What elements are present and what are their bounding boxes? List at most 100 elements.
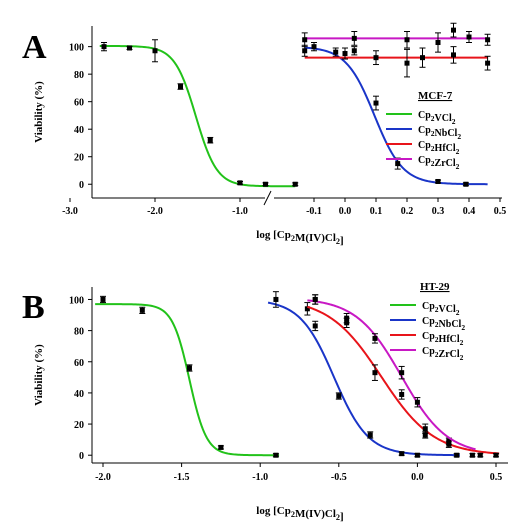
data-point [395, 161, 401, 167]
data-point [493, 452, 499, 458]
data-point [237, 180, 243, 186]
data-point [404, 60, 410, 66]
fit-curve [267, 301, 460, 457]
series-cp2nbcl2 [267, 291, 460, 458]
x-tick-label: -1.0 [252, 472, 268, 483]
x-tick-label: -2.0 [147, 206, 163, 217]
x-tick-label: -2.0 [95, 472, 111, 483]
x-tick-label: 0.5 [490, 472, 503, 483]
data-point [178, 84, 183, 90]
x-axis-label: log [Cp2M(IV)Cl2] [256, 229, 343, 247]
y-tick-label: 20 [74, 153, 84, 164]
data-point [414, 399, 420, 405]
series-cp2zrcl2 [307, 294, 476, 458]
legend-label: Cp2NbCl2 [422, 316, 465, 332]
data-point [292, 181, 298, 187]
x-tick-label: -0.5 [331, 472, 347, 483]
legend-label: Cp2HfCl2 [422, 331, 464, 347]
data-point [312, 296, 318, 302]
data-point [273, 452, 279, 458]
x-tick-label: 0.0 [411, 472, 424, 483]
y-axis-label: Viability (%) [33, 344, 45, 406]
data-point [477, 452, 483, 458]
y-tick-label: 40 [74, 389, 84, 400]
data-point [336, 393, 342, 399]
series-cp2hfcl2 [307, 294, 500, 458]
y-axis-label: Viability (%) [33, 81, 45, 143]
series-cp2zrcl2 [301, 22, 491, 53]
data-point [263, 181, 268, 187]
y-tick-label: 60 [74, 98, 84, 109]
legend-title: HT-29 [420, 281, 450, 293]
data-point [100, 296, 106, 302]
data-point [273, 296, 279, 302]
x-tick-label: -0.1 [306, 206, 322, 217]
data-point [420, 55, 425, 61]
legend-label: Cp2NbCl2 [418, 125, 461, 141]
legend-label: Cp2ZrCl2 [422, 346, 464, 362]
x-tick-label: -1.5 [174, 472, 190, 483]
data-point [399, 391, 405, 397]
data-point [422, 432, 428, 438]
data-point [435, 40, 441, 46]
data-point [451, 27, 456, 33]
data-point [344, 320, 350, 326]
data-point [304, 306, 310, 312]
data-point [333, 49, 339, 55]
y-tick-label: 80 [74, 70, 84, 81]
fit-curve [307, 299, 476, 451]
y-tick-label: 100 [69, 43, 84, 54]
data-point [446, 441, 452, 447]
fit-curve [307, 305, 500, 455]
data-point [422, 426, 428, 432]
y-tick-label: 40 [74, 125, 84, 136]
legend-label: Cp2ZrCl2 [418, 155, 460, 171]
data-point [101, 44, 107, 50]
y-tick-label: 0 [79, 451, 84, 462]
data-point [469, 452, 475, 458]
data-point [302, 37, 308, 43]
x-tick-label: 0.3 [432, 206, 445, 217]
series-cp2vcl2 [99, 39, 299, 188]
y-tick-label: 20 [74, 420, 84, 431]
panel-b: 0 20 40 60 80 100 -2.0 -1.5 -1.0 -0.5 0.0 0.5 log [C… [22, 281, 508, 523]
panel-label: B [22, 289, 45, 326]
data-point [367, 432, 373, 438]
fit-curve [95, 303, 280, 457]
panel-a: 0 20 40 60 80 100 -3.0 -2.0 -1.0 -0.1 0.0 0.1 0.2 0.3… [22, 22, 507, 247]
data-point [342, 51, 348, 57]
data-point [311, 44, 317, 50]
legend-label: Cp2VCl2 [422, 301, 460, 317]
data-point [414, 452, 420, 458]
x-axis-label: log [Cp2M(IV)Cl2] [256, 505, 343, 523]
data-point [435, 178, 441, 184]
data-point [152, 48, 158, 54]
data-point [218, 444, 224, 450]
panel-label: A [22, 29, 47, 66]
data-point [399, 370, 405, 376]
data-point [454, 452, 460, 458]
x-tick-label: 0.0 [339, 206, 352, 217]
data-point [399, 451, 405, 457]
series-cp2hfcl2 [301, 44, 491, 78]
x-tick-label: -1.0 [232, 206, 248, 217]
axis-break-mark [263, 190, 272, 206]
x-tick-label: 0.2 [401, 206, 414, 217]
data-point [312, 323, 318, 329]
data-point [372, 335, 378, 341]
x-tick-label: 0.1 [370, 206, 383, 217]
y-tick-label: 0 [79, 180, 84, 191]
data-point [451, 52, 456, 58]
data-point [373, 55, 379, 61]
data-point [351, 48, 357, 54]
data-point [463, 181, 469, 187]
x-tick-label: 0.5 [494, 206, 507, 217]
data-point [186, 365, 192, 371]
x-tick-label: 0.4 [463, 206, 476, 217]
y-tick-label: 60 [74, 358, 84, 369]
legend-label: Cp2VCl2 [418, 110, 456, 126]
data-point [485, 60, 491, 66]
